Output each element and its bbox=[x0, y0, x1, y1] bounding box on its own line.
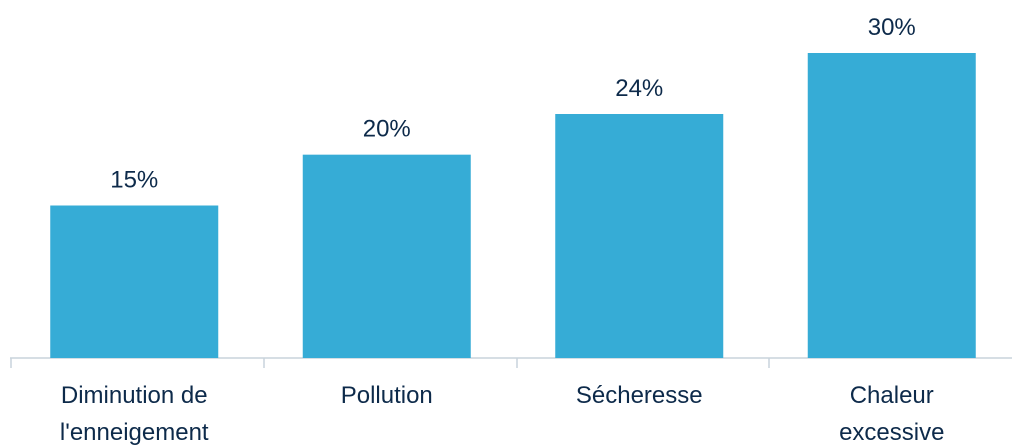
value-label: 30% bbox=[868, 14, 916, 41]
x-axis bbox=[10, 357, 1012, 368]
bar bbox=[302, 154, 471, 358]
bar bbox=[50, 205, 219, 358]
x-tick-label: Diminution de l'enneigement bbox=[59, 382, 209, 445]
x-tick-label: Chaleur excessive bbox=[839, 382, 945, 445]
x-tick-label: Sécheresse bbox=[575, 382, 703, 409]
x-tick-label: Pollution bbox=[340, 382, 433, 409]
value-label: 24% bbox=[615, 75, 663, 102]
value-label: 20% bbox=[363, 116, 411, 143]
bar bbox=[555, 114, 724, 358]
value-label: 15% bbox=[110, 167, 158, 194]
bar bbox=[807, 53, 976, 358]
